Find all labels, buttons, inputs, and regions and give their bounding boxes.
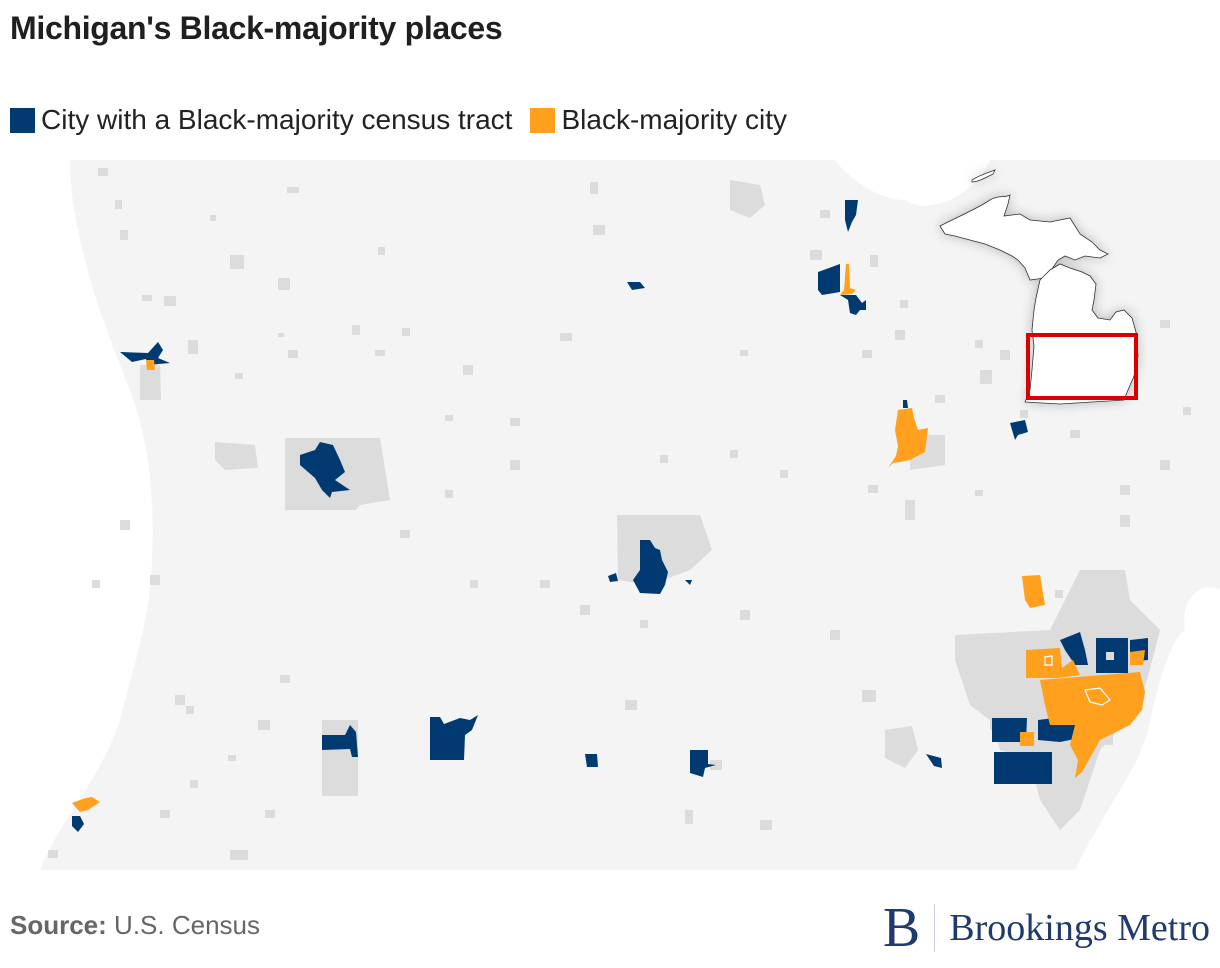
- brookings-metro-logo: B Brookings Metro: [883, 900, 1210, 956]
- logo-wordmark: Brookings Metro: [949, 907, 1210, 949]
- chart-title: Michigan's Black-majority places: [10, 10, 503, 46]
- legend-label: Black-majority city: [561, 104, 788, 135]
- legend-item-tract-city: City with a Black-majority census tract: [10, 104, 512, 136]
- legend-item-majority-city: Black-majority city: [530, 104, 787, 136]
- michigan-map: [40, 160, 1220, 870]
- legend-label: City with a Black-majority census tract: [41, 104, 513, 135]
- saginaw-bay-water: [835, 160, 990, 206]
- legend: City with a Black-majority census tract …: [10, 104, 805, 136]
- source-value: U.S. Census: [114, 910, 260, 940]
- legend-swatch-orange: [530, 107, 556, 133]
- legend-swatch-navy: [10, 107, 35, 133]
- other-places: [48, 168, 1191, 860]
- source-label: Source:: [10, 910, 107, 940]
- enclave-outlines: [1044, 655, 1111, 706]
- inset-highlight-box: [1026, 333, 1138, 400]
- map-canvas: [0, 160, 1220, 870]
- source-note: Source: U.S. Census: [10, 910, 260, 941]
- majority-cities: [72, 264, 1145, 812]
- enclave: [1106, 652, 1114, 660]
- logo-divider: [934, 904, 936, 952]
- inset-locator-map: [939, 169, 1139, 405]
- lake-st-clair-water: [1080, 590, 1220, 870]
- logo-mark: B: [882, 897, 921, 959]
